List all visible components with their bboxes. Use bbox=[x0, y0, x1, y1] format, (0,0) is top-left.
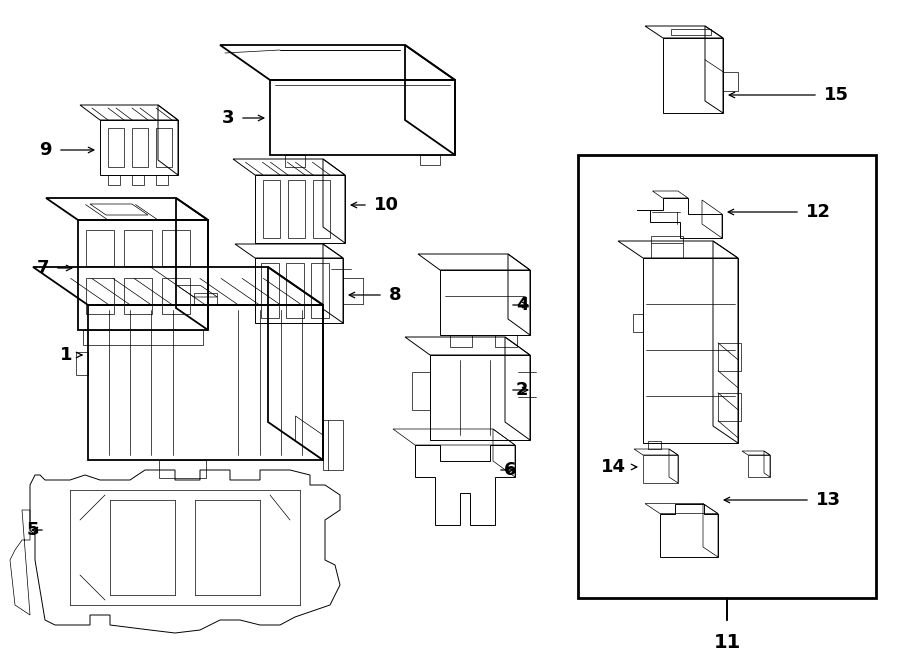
Text: 15: 15 bbox=[824, 86, 849, 104]
Text: 12: 12 bbox=[806, 203, 831, 221]
Bar bbox=[578, 155, 876, 598]
Text: 6: 6 bbox=[504, 461, 517, 479]
Text: 3: 3 bbox=[221, 109, 234, 127]
Text: 5: 5 bbox=[26, 521, 39, 539]
Text: 1: 1 bbox=[59, 346, 72, 364]
Text: 8: 8 bbox=[389, 286, 401, 304]
Text: 14: 14 bbox=[601, 458, 626, 476]
Text: 13: 13 bbox=[816, 491, 841, 509]
Text: 2: 2 bbox=[516, 381, 528, 399]
Text: 10: 10 bbox=[374, 196, 399, 214]
Text: 11: 11 bbox=[714, 633, 741, 652]
Text: 4: 4 bbox=[516, 296, 528, 314]
Text: 7: 7 bbox=[37, 259, 49, 277]
Text: 9: 9 bbox=[40, 141, 52, 159]
